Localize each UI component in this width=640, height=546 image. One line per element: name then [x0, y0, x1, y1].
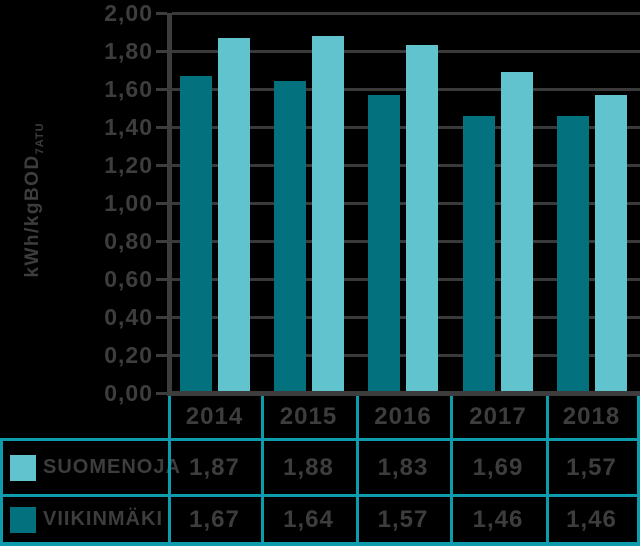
bar-suomenoja-2015 — [311, 35, 344, 391]
bar-suomenoja-2016 — [406, 45, 438, 391]
table-value-viikinmaki-2016: 1,57 — [377, 505, 429, 533]
table-vertical-border-1 — [261, 396, 264, 546]
bar-viikinmäki-2018 — [556, 115, 589, 391]
table-value-suomenoja-2016: 1,83 — [377, 453, 429, 481]
y-axis-label-0,20: 0,20 — [104, 342, 153, 368]
legend-row-viikinmäki: VIIKINMÄKI — [0, 497, 168, 542]
table-value-suomenoja-2015: 1,88 — [283, 453, 334, 481]
y-axis-tick-1,00 — [156, 202, 167, 205]
y-axis-label-0,80: 0,80 — [104, 228, 153, 254]
table-left-border — [0, 438, 3, 546]
y-axis-tick-1,40 — [156, 126, 167, 129]
table-horizontal-border-2 — [0, 542, 640, 546]
bar-viikinmäki-2015 — [273, 81, 306, 391]
y-axis-label-1,80: 1,80 — [104, 38, 153, 64]
y-axis-label-2,00: 2,00 — [104, 0, 153, 26]
y-axis-tick-0,60 — [156, 278, 167, 281]
y-axis-label-0,00: 0,00 — [104, 380, 153, 406]
y-axis-label-0,60: 0,60 — [104, 266, 153, 292]
table-value-suomenoja-2017: 1,69 — [472, 453, 524, 481]
table-year-header-2015: 2015 — [279, 403, 338, 430]
table-vertical-border-2 — [356, 396, 359, 546]
y-axis-label-0,40: 0,40 — [104, 304, 153, 330]
y-axis-label-1,40: 1,40 — [104, 114, 153, 140]
bar-viikinmäki-2017 — [463, 115, 495, 391]
legend-label-suomenoja: SUOMENOJA — [43, 456, 181, 478]
table-vertical-border-5 — [637, 396, 640, 546]
y-axis-tick-0,40 — [156, 316, 167, 319]
table-horizontal-border-0 — [0, 438, 640, 441]
legend-label-viikinmäki: VIIKINMÄKI — [43, 508, 163, 530]
table-horizontal-border-1 — [0, 494, 640, 497]
gridline-2,00 — [172, 12, 640, 15]
table-year-header-2016: 2016 — [374, 403, 432, 430]
y-axis-label-1,20: 1,20 — [104, 152, 153, 178]
y-axis-tick-0,80 — [156, 240, 167, 243]
table-value-suomenoja-2018: 1,57 — [566, 453, 617, 481]
y-axis-tick-1,80 — [156, 50, 167, 53]
bar-viikinmäki-2016 — [368, 94, 400, 391]
table-year-header-2014: 2014 — [185, 403, 244, 430]
bar-suomenoja-2017 — [501, 71, 533, 391]
table-vertical-border-4 — [546, 396, 549, 546]
y-axis-line — [167, 13, 172, 396]
table-value-suomenoja-2014: 1,87 — [189, 453, 240, 481]
y-axis-tick-0,20 — [156, 354, 167, 357]
x-axis-line — [167, 391, 640, 396]
y-axis-tick-0,00 — [156, 392, 167, 395]
table-value-viikinmaki-2018: 1,46 — [566, 505, 617, 533]
table-vertical-border-3 — [450, 396, 453, 546]
legend-swatch-viikinmäki — [10, 506, 36, 533]
y-axis-label-1,00: 1,00 — [104, 190, 153, 216]
y-axis-tick-1,60 — [156, 88, 167, 91]
y-axis-tick-1,20 — [156, 164, 167, 167]
legend-row-suomenoja: SUOMENOJA — [0, 441, 180, 494]
legend-swatch-suomenoja — [10, 454, 36, 481]
bar-suomenoja-2014 — [217, 37, 250, 391]
table-vertical-border-0 — [168, 396, 171, 546]
table-year-header-2017: 2017 — [469, 403, 527, 430]
bar-viikinmäki-2014 — [179, 75, 212, 391]
table-value-viikinmaki-2017: 1,46 — [472, 505, 524, 533]
y-axis-label-1,60: 1,60 — [104, 76, 153, 102]
bar-suomenoja-2018 — [594, 94, 627, 391]
table-value-viikinmaki-2014: 1,67 — [189, 505, 240, 533]
table-value-viikinmaki-2015: 1,64 — [283, 505, 334, 533]
y-axis-tick-2,00 — [156, 12, 167, 15]
table-year-header-2018: 2018 — [562, 403, 621, 430]
